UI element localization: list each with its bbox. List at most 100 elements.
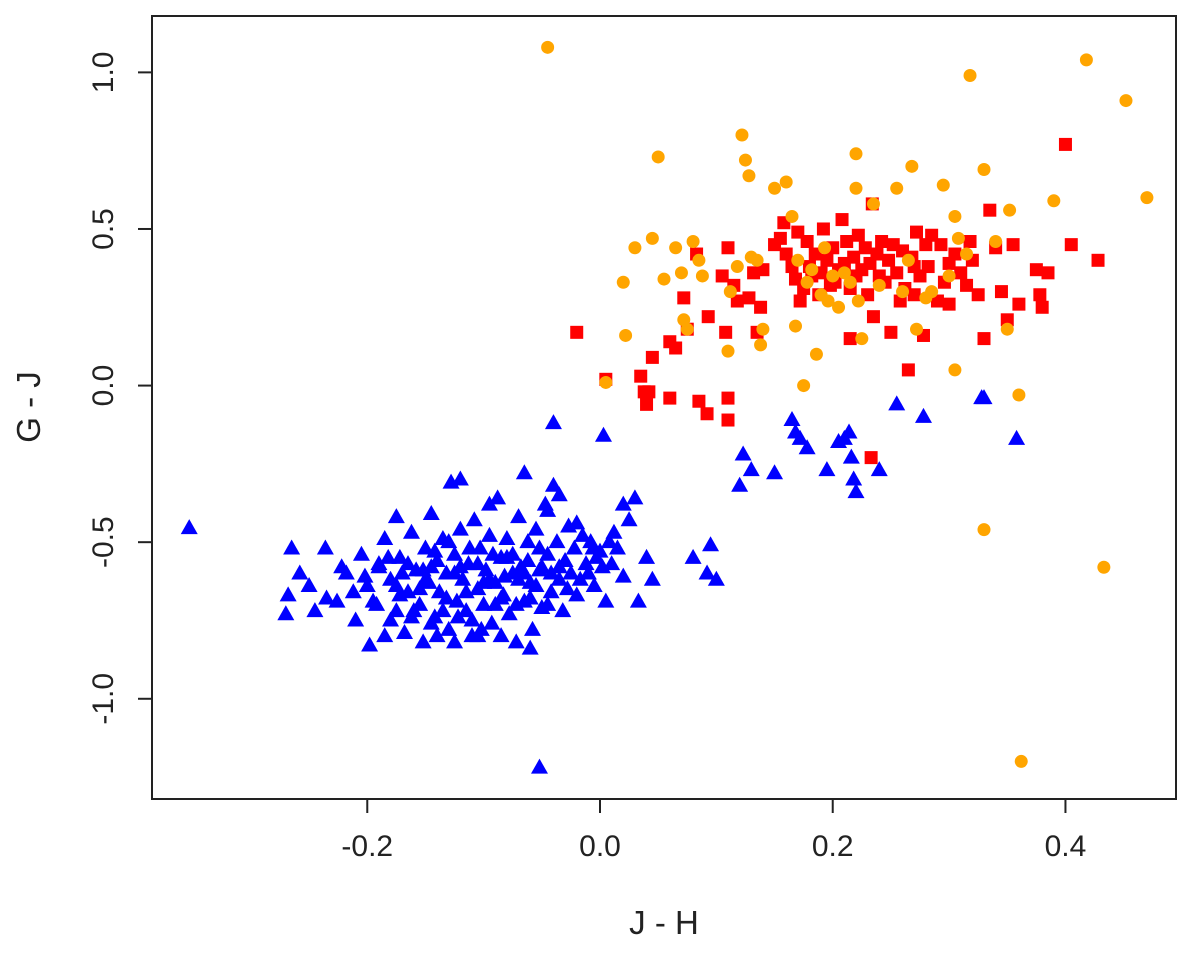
point-triangle [480,495,498,511]
point-square [701,310,715,324]
point-triangle [428,627,446,643]
point-triangle [504,545,522,561]
point-circle [1047,194,1061,208]
point-triangle [542,564,560,580]
point-circle [905,159,919,173]
point-circle [849,181,863,195]
point-triangle [454,570,472,586]
point-triangle [352,545,370,561]
point-circle [657,272,671,286]
point-square [835,213,849,227]
point-triangle [870,461,888,477]
point-triangle [539,545,557,561]
point-circle [989,235,1003,249]
point-square [983,203,997,217]
point-circle [1097,560,1111,574]
point-triangle [318,589,336,605]
point-triangle [379,548,397,564]
y-axis-title: G - J [10,371,47,443]
point-square [934,238,948,252]
point-triangle [565,539,583,555]
point-triangle [600,533,618,549]
point-triangle [530,539,548,555]
point-triangle [554,602,572,618]
point-triangle [437,589,455,605]
point-square [977,332,991,346]
point-triangle [500,605,518,621]
point-square [719,325,733,339]
point-triangle [614,567,632,583]
point-triangle [440,620,458,636]
point-square [645,350,659,364]
point-triangle [300,577,318,593]
point-circle [821,294,835,308]
point-triangle [577,555,595,571]
point-square [1029,263,1043,277]
point-triangle [440,533,458,549]
point-circle [779,175,793,189]
point-triangle [277,605,295,621]
point-square [1035,300,1049,314]
point-square [910,225,924,239]
point-triangle [391,548,409,564]
point-triangle [457,602,475,618]
point-triangle [387,602,405,618]
point-circle [1012,388,1026,402]
point-circle [925,285,939,299]
point-triangle [393,564,411,580]
point-square [669,341,683,355]
point-triangle [527,577,545,593]
point-triangle [734,445,752,461]
point-triangle [638,548,656,564]
point-triangle [356,567,374,583]
point-square [793,294,807,308]
y-tick-label: 0.0 [87,365,120,407]
point-square [948,247,962,261]
point-square [700,407,714,421]
point-triangle [402,608,420,624]
point-square [851,228,865,242]
point-triangle [620,511,638,527]
point-triangle [539,501,557,517]
point-triangle [798,439,816,455]
data-points [180,40,1154,774]
point-square [890,266,904,280]
point-triangle [574,526,592,542]
point-circle [1079,53,1093,67]
point-circle [896,285,910,299]
point-triangle [914,407,932,423]
point-circle [872,278,886,292]
point-circle [832,300,846,314]
point-triangle [626,489,644,505]
point-circle [855,332,869,346]
point-circle [818,241,832,255]
y-tick-label: 0.5 [87,208,120,250]
point-triangle [411,580,429,596]
point-circle [674,266,688,280]
point-triangle [446,633,464,649]
point-square [721,413,735,427]
point-square [634,369,648,383]
point-circle [809,347,823,361]
point-triangle [434,602,452,618]
x-tick-label: 0.2 [812,830,854,863]
point-square [843,332,857,346]
point-triangle [376,627,394,643]
point-circle [851,294,865,308]
point-circle [901,253,915,267]
point-square [640,397,654,411]
point-circle [692,253,706,267]
point-triangle [597,592,615,608]
point-triangle [457,583,475,599]
point-triangle [361,636,379,652]
point-triangle [469,627,487,643]
point-triangle [584,539,602,555]
point-circle [791,253,805,267]
point-square [866,310,880,324]
point-circle [645,231,659,245]
point-square [954,266,968,280]
point-triangle [550,558,568,574]
x-tick-label: 0.0 [579,830,621,863]
point-triangle [416,539,434,555]
